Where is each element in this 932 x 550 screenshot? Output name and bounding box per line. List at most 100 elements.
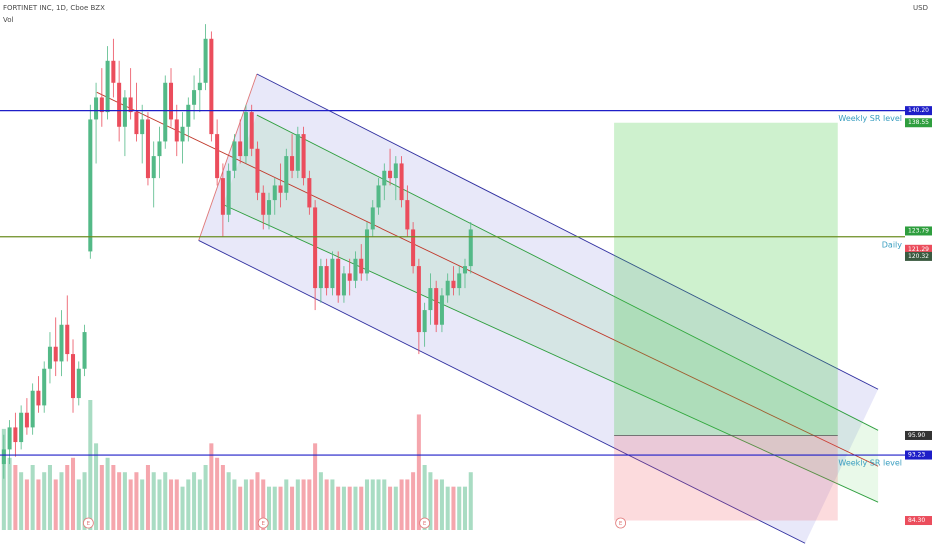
volume-bar <box>47 465 52 530</box>
volume-bar <box>272 486 277 530</box>
volume-bar <box>209 443 214 530</box>
volume-bar <box>399 479 404 530</box>
candle-body <box>192 90 197 105</box>
candle-body <box>382 170 387 186</box>
volume-bar <box>174 479 179 530</box>
earnings-marker <box>257 517 269 529</box>
candle-body <box>434 288 439 325</box>
candle-body <box>186 104 191 127</box>
candle-body <box>313 207 318 289</box>
volume-bar <box>42 472 47 530</box>
candle-body <box>36 390 41 406</box>
earnings-label: E <box>261 521 265 527</box>
price-tag-label: 140.20 <box>908 107 929 114</box>
volume-bar <box>88 400 93 530</box>
volume-bar <box>82 472 87 530</box>
candle-body <box>19 412 24 443</box>
volume-bar <box>324 479 329 530</box>
volume-bar <box>151 472 156 530</box>
volume-bar <box>295 479 300 530</box>
candle-body <box>94 97 99 120</box>
volume-bar <box>232 479 237 530</box>
candle-body <box>157 141 162 157</box>
volume-bar <box>192 472 197 530</box>
candle-body <box>468 229 473 267</box>
level-label: Weekly SR level <box>838 459 902 468</box>
volume-bar <box>13 465 18 530</box>
candle-body <box>261 192 266 215</box>
candle-body <box>405 200 410 230</box>
candle-body <box>232 141 237 171</box>
volume-bar <box>411 472 416 530</box>
volume-bar <box>255 472 260 530</box>
price-tag <box>905 251 932 261</box>
inner-channel-fill <box>222 115 879 503</box>
volume-bar <box>70 457 76 530</box>
volume-bar <box>24 479 29 530</box>
candle-body <box>117 82 122 127</box>
candle-body <box>347 273 352 281</box>
candle-body <box>47 346 52 369</box>
volume-bar <box>65 465 70 530</box>
candle-body <box>364 229 370 274</box>
candle-body <box>7 427 12 450</box>
volume-bar <box>468 472 473 530</box>
candle-body <box>393 163 398 179</box>
volume-bar <box>76 479 81 530</box>
earnings-marker <box>419 517 431 529</box>
candle-body <box>209 38 214 135</box>
volume-bar <box>307 479 312 530</box>
candle-body <box>174 119 179 142</box>
volume-bar <box>30 465 35 530</box>
volume-bar <box>445 486 450 530</box>
volume-bar <box>168 479 174 530</box>
volume-bar <box>451 486 456 530</box>
candle-body <box>105 60 110 113</box>
candle-body <box>290 156 295 171</box>
candle-body <box>324 266 329 289</box>
candle-body <box>111 60 116 83</box>
candle-body <box>59 324 64 362</box>
channel-inner-top <box>256 114 879 431</box>
volume-bar <box>439 479 444 530</box>
volume-bar <box>336 486 341 530</box>
volume-bar <box>117 472 122 530</box>
volume-bar <box>434 479 439 530</box>
volume-bar <box>36 479 41 530</box>
candle-body <box>307 178 312 208</box>
volume-bar <box>122 472 127 530</box>
loss-zone <box>614 435 838 521</box>
volume-bar <box>59 472 64 530</box>
candle-body <box>128 97 133 113</box>
candle-body <box>341 273 346 296</box>
candle-body <box>266 200 272 215</box>
candle-body <box>336 258 341 296</box>
volume-bar <box>370 479 375 530</box>
price-tag <box>905 516 932 526</box>
volume-bar <box>7 457 12 530</box>
volume-bar <box>226 472 231 530</box>
candle-body <box>215 134 220 179</box>
candle-body <box>249 112 254 149</box>
volume-bar <box>290 486 295 530</box>
price-tag-label: 93.23 <box>908 452 925 459</box>
price-tag <box>905 118 932 128</box>
candle-body <box>220 178 225 215</box>
volume-bar <box>1 428 6 530</box>
earnings-marker <box>82 517 94 529</box>
price-tag-label: 120.32 <box>908 253 929 260</box>
candle-body <box>422 310 427 333</box>
earnings-label: E <box>619 521 623 527</box>
volume-bar <box>341 486 346 530</box>
candle-body <box>388 170 393 179</box>
candle-body <box>151 156 156 179</box>
candle-body <box>359 258 364 274</box>
volume-bar <box>313 443 318 530</box>
candle-body <box>134 112 139 135</box>
candle-body <box>140 119 145 135</box>
channel-fill <box>198 73 879 544</box>
candle-body <box>145 119 150 179</box>
channel-handle <box>198 73 258 241</box>
candle-body <box>353 258 358 281</box>
currency: USD <box>913 4 928 12</box>
